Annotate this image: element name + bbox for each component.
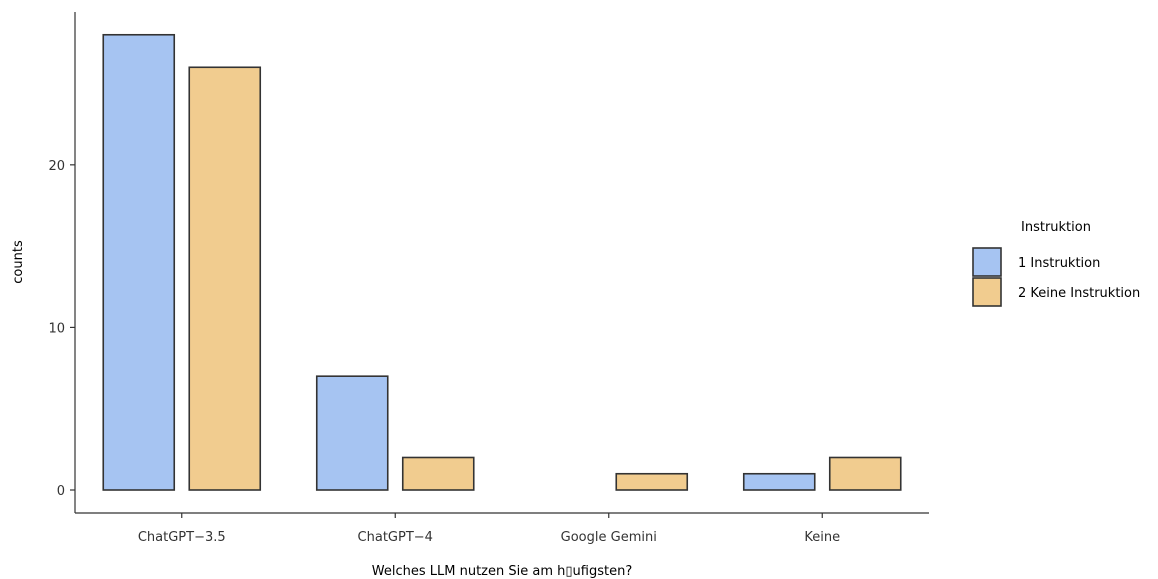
legend: Instruktion 1 Instruktion 2 Keine Instruk…: [972, 220, 1140, 307]
x-tick-label: ChatGPT−4: [358, 530, 433, 545]
legend-key-1: [972, 277, 1002, 307]
bar-1-series-0: [315, 375, 389, 491]
legend-label-0: 1 Instruktion: [1018, 256, 1100, 271]
x-tick-label: ChatGPT−3.5: [138, 530, 226, 545]
bar-3-series-1: [828, 456, 902, 491]
legend-title: Instruktion: [1021, 220, 1091, 235]
bar-3-series-0: [742, 472, 816, 491]
bars-layer: [102, 33, 902, 491]
x-tick-label: Keine: [804, 530, 840, 545]
axes-layer: [74, 12, 929, 514]
bar-0-series-0: [102, 33, 176, 491]
y-tick-label: 0: [57, 484, 65, 499]
x-ticks: ChatGPT−3.5 ChatGPT−4 Google Gemini Keine: [138, 513, 840, 545]
x-axis-title: Welches LLM nutzen Sie am h▯ufigsten?: [372, 564, 632, 579]
y-tick-label: 10: [48, 321, 65, 336]
bar-2-series-1: [615, 472, 689, 491]
x-tick-label: Google Gemini: [561, 530, 657, 545]
y-axis-title: counts: [11, 240, 26, 284]
legend-key-0: [972, 247, 1002, 277]
y-tick-label: 20: [48, 159, 65, 174]
y-ticks: 0 10 20: [48, 159, 75, 499]
legend-label-1: 2 Keine Instruktion: [1018, 286, 1140, 301]
bar-1-series-1: [401, 456, 475, 491]
bar-0-series-1: [188, 66, 262, 491]
